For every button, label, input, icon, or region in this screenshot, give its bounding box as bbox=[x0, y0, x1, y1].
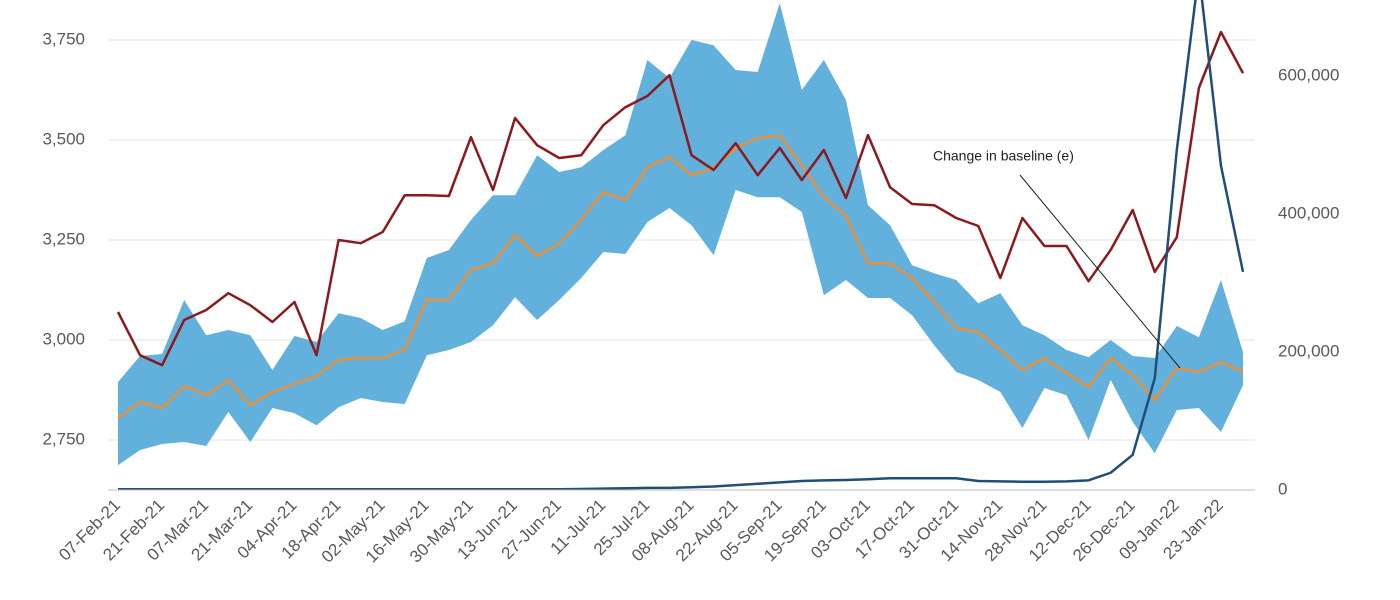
y2-tick-label: 400,000 bbox=[1278, 203, 1339, 222]
series-line bbox=[116, 30, 1245, 367]
annotation-arrow bbox=[1019, 174, 1181, 369]
series-line bbox=[117, 133, 1244, 420]
y2-tick-label: 0 bbox=[1278, 479, 1287, 498]
y-tick-label: 3,750 bbox=[42, 29, 85, 48]
y2-tick-label: 200,000 bbox=[1278, 341, 1339, 360]
y-tick-label: 2,750 bbox=[42, 429, 85, 448]
plot-area bbox=[116, 0, 1245, 490]
band bbox=[118, 3, 1243, 466]
annotation: Change in baseline (e) bbox=[933, 148, 1074, 164]
y-tick-label: 3,500 bbox=[42, 129, 85, 148]
y2-tick-label: 600,000 bbox=[1278, 65, 1339, 84]
series-line bbox=[118, 0, 1245, 490]
y-tick-label: 3,000 bbox=[42, 329, 85, 348]
y-tick-label: 3,250 bbox=[42, 229, 85, 248]
